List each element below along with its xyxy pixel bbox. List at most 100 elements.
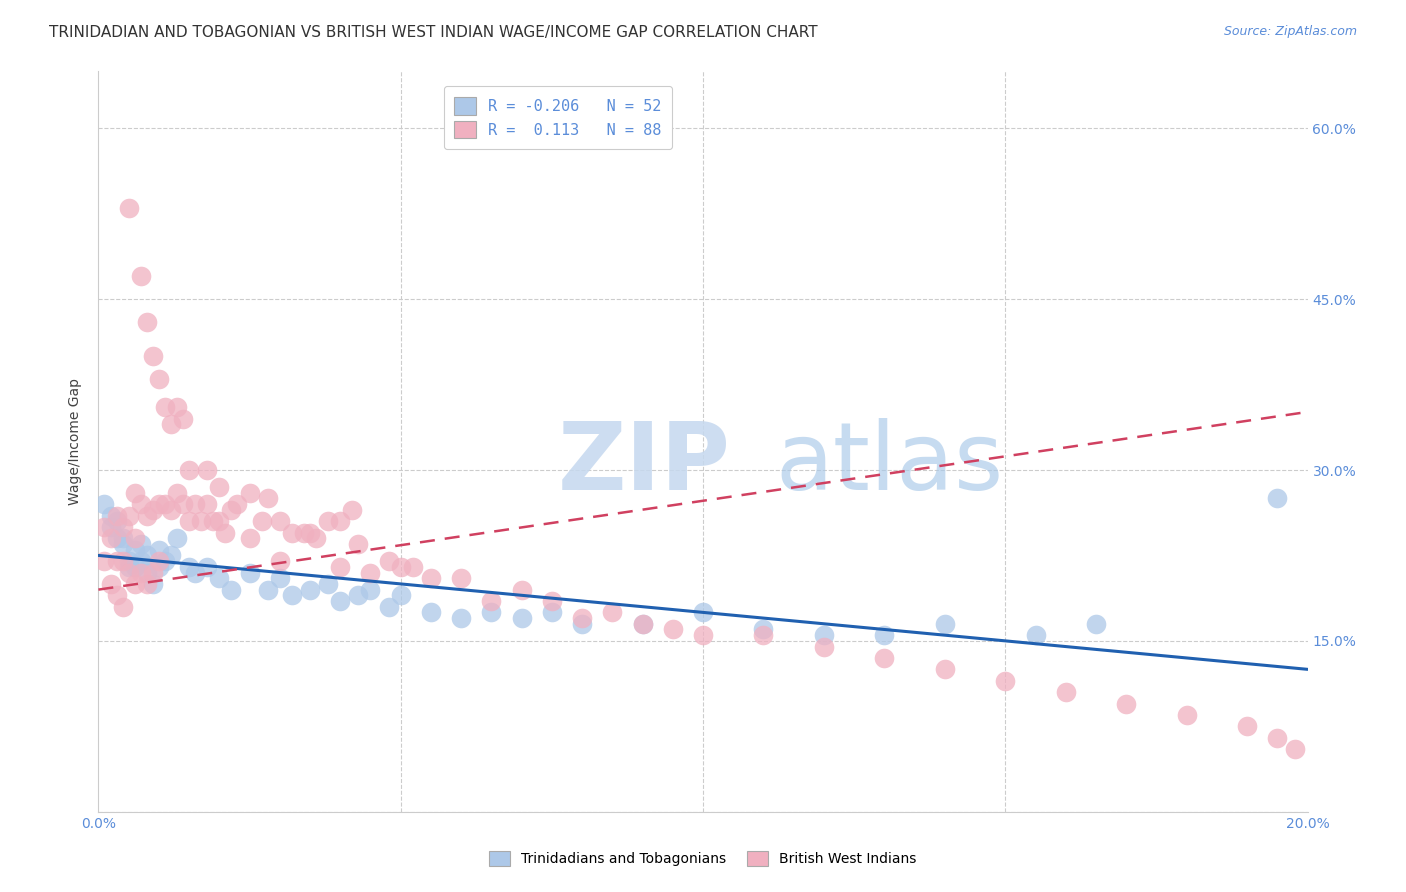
Point bbox=[450, 611, 472, 625]
Point bbox=[602, 606, 624, 620]
Point bbox=[93, 497, 115, 511]
Point bbox=[111, 520, 134, 534]
Point bbox=[510, 611, 533, 625]
Point bbox=[873, 628, 896, 642]
Point bbox=[105, 588, 128, 602]
Point bbox=[450, 571, 472, 585]
Point bbox=[752, 623, 775, 637]
Point bbox=[118, 559, 141, 574]
Point bbox=[153, 554, 176, 568]
Point bbox=[226, 497, 249, 511]
Point bbox=[316, 514, 339, 528]
Point bbox=[124, 577, 146, 591]
Point bbox=[208, 480, 231, 494]
Point bbox=[179, 559, 201, 574]
Point bbox=[148, 554, 170, 568]
Point bbox=[148, 559, 170, 574]
Point bbox=[124, 485, 146, 500]
Point bbox=[93, 554, 115, 568]
Point bbox=[934, 662, 956, 676]
Point bbox=[129, 566, 152, 580]
Point bbox=[661, 623, 683, 637]
Text: Source: ZipAtlas.com: Source: ZipAtlas.com bbox=[1223, 25, 1357, 38]
Point bbox=[402, 559, 425, 574]
Point bbox=[813, 628, 835, 642]
Point bbox=[100, 532, 122, 546]
Point bbox=[239, 485, 262, 500]
Point bbox=[347, 588, 370, 602]
Point bbox=[292, 525, 315, 540]
Text: TRINIDADIAN AND TOBAGONIAN VS BRITISH WEST INDIAN WAGE/INCOME GAP CORRELATION CH: TRINIDADIAN AND TOBAGONIAN VS BRITISH WE… bbox=[49, 25, 818, 40]
Point bbox=[299, 582, 322, 597]
Point bbox=[299, 525, 322, 540]
Point bbox=[129, 554, 152, 568]
Point bbox=[377, 554, 399, 568]
Point bbox=[540, 606, 562, 620]
Point bbox=[142, 566, 165, 580]
Point bbox=[105, 554, 128, 568]
Point bbox=[420, 606, 443, 620]
Point bbox=[1085, 616, 1108, 631]
Point bbox=[994, 673, 1017, 688]
Point bbox=[118, 508, 141, 523]
Point bbox=[571, 616, 593, 631]
Point bbox=[124, 532, 146, 546]
Point bbox=[256, 582, 278, 597]
Point bbox=[420, 571, 443, 585]
Point bbox=[129, 269, 152, 284]
Point bbox=[202, 514, 225, 528]
Point bbox=[172, 497, 194, 511]
Point bbox=[100, 577, 122, 591]
Point bbox=[195, 559, 218, 574]
Legend: R = -0.206   N = 52, R =  0.113   N = 88: R = -0.206 N = 52, R = 0.113 N = 88 bbox=[444, 87, 672, 149]
Point bbox=[105, 532, 128, 546]
Text: atlas: atlas bbox=[776, 417, 1004, 509]
Point bbox=[166, 485, 188, 500]
Point bbox=[481, 594, 503, 608]
Point bbox=[540, 594, 562, 608]
Point bbox=[239, 566, 262, 580]
Point bbox=[135, 577, 157, 591]
Point bbox=[153, 497, 176, 511]
Point bbox=[1267, 491, 1289, 506]
Point bbox=[190, 514, 212, 528]
Point bbox=[281, 525, 304, 540]
Legend: Trinidadians and Tobagonians, British West Indians: Trinidadians and Tobagonians, British We… bbox=[484, 846, 922, 871]
Point bbox=[135, 549, 157, 563]
Point bbox=[129, 537, 152, 551]
Point bbox=[160, 417, 183, 432]
Point bbox=[105, 508, 128, 523]
Point bbox=[111, 537, 134, 551]
Point bbox=[124, 559, 146, 574]
Point bbox=[1236, 719, 1258, 733]
Point bbox=[316, 577, 339, 591]
Point bbox=[269, 554, 291, 568]
Point bbox=[389, 559, 412, 574]
Point bbox=[195, 463, 218, 477]
Point bbox=[135, 508, 157, 523]
Point bbox=[269, 514, 291, 528]
Point bbox=[153, 401, 176, 415]
Point bbox=[239, 532, 262, 546]
Point bbox=[360, 582, 382, 597]
Point bbox=[124, 542, 146, 557]
Point bbox=[481, 606, 503, 620]
Point bbox=[93, 520, 115, 534]
Point bbox=[631, 616, 654, 631]
Point bbox=[1115, 697, 1137, 711]
Point bbox=[221, 503, 243, 517]
Point bbox=[208, 514, 231, 528]
Point bbox=[105, 514, 128, 528]
Point bbox=[510, 582, 533, 597]
Point bbox=[329, 559, 352, 574]
Point bbox=[160, 549, 183, 563]
Point bbox=[692, 606, 714, 620]
Point bbox=[166, 401, 188, 415]
Point bbox=[100, 520, 122, 534]
Point bbox=[214, 525, 236, 540]
Point bbox=[208, 571, 231, 585]
Point bbox=[281, 588, 304, 602]
Point bbox=[360, 566, 382, 580]
Point bbox=[111, 599, 134, 614]
Point bbox=[329, 514, 352, 528]
